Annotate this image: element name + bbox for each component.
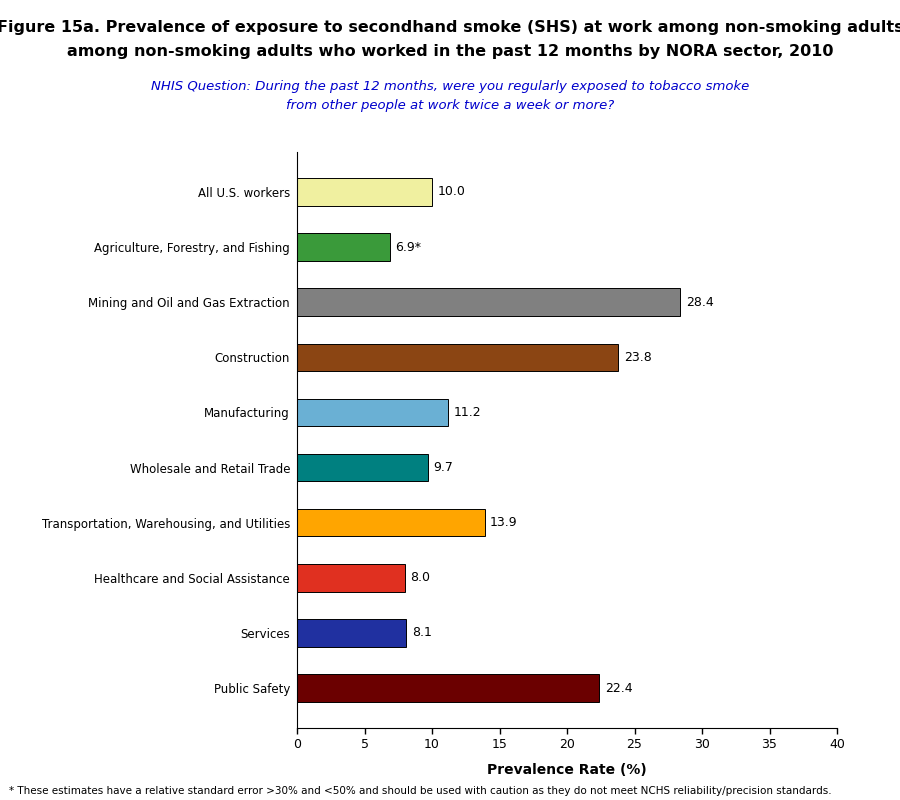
Bar [297, 178, 432, 206]
Text: 10.0: 10.0 [437, 186, 465, 198]
Bar [297, 509, 484, 537]
X-axis label: Prevalence Rate (%): Prevalence Rate (%) [487, 762, 647, 777]
Bar [297, 619, 407, 646]
Text: 6.9*: 6.9* [396, 241, 421, 254]
Text: 28.4: 28.4 [686, 296, 714, 309]
Bar [297, 674, 599, 702]
Text: 8.1: 8.1 [412, 626, 432, 639]
Bar [297, 343, 618, 371]
Text: NHIS Question: During the past 12 months, were you regularly exposed to tobacco : NHIS Question: During the past 12 months… [151, 80, 749, 112]
Bar [297, 289, 680, 316]
Text: 11.2: 11.2 [454, 406, 482, 419]
Text: 9.7: 9.7 [434, 461, 454, 474]
Bar [297, 398, 448, 426]
Bar [297, 454, 428, 482]
Text: 23.8: 23.8 [624, 351, 652, 364]
Text: Figure 15a. Prevalence of exposure to secondhand smoke (SHS) at work among non-s: Figure 15a. Prevalence of exposure to se… [0, 20, 900, 35]
Text: 22.4: 22.4 [605, 682, 633, 694]
Text: 13.9: 13.9 [490, 516, 518, 529]
Bar [297, 234, 391, 261]
Text: * These estimates have a relative standard error >30% and <50% and should be use: * These estimates have a relative standa… [9, 786, 832, 796]
Bar [297, 564, 405, 591]
Text: 8.0: 8.0 [410, 571, 430, 584]
Text: among non-smoking adults who worked in the past 12 months by NORA sector, 2010: among non-smoking adults who worked in t… [67, 44, 833, 59]
